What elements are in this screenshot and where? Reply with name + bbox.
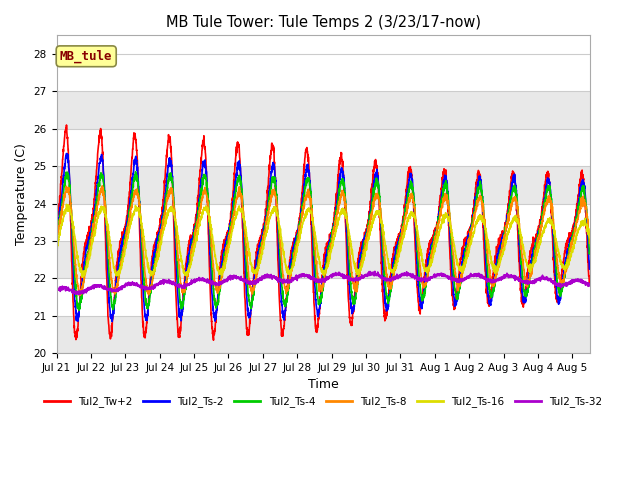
Tul2_Ts-2 [108, 319, 116, 324]
Tul2_Ts-2 [518, 287, 526, 292]
Tul2_Ts-16 [575, 226, 583, 232]
Tul2_Ts-32 [575, 277, 583, 283]
Line: Tul2_Ts-2: Tul2_Ts-2 [56, 154, 589, 322]
Tul2_Ts-16 [145, 270, 153, 276]
Tul2_Ts-2 [63, 151, 70, 156]
Tul2_Ts-2 [257, 238, 265, 244]
Tul2_Ts-2 [114, 266, 122, 272]
Tul2_Ts-4 [114, 280, 122, 286]
Tul2_Ts-2 [575, 191, 583, 196]
Tul2_Ts-8 [586, 240, 593, 246]
Tul2_Ts-16 [52, 244, 60, 250]
Tul2_Ts-16 [114, 270, 122, 276]
Tul2_Ts-8 [575, 210, 583, 216]
Tul2_Ts-16 [586, 235, 593, 240]
Tul2_Ts-16 [280, 256, 288, 262]
Tul2_Ts-4 [132, 169, 140, 175]
Tul2_Ts-32 [145, 285, 153, 290]
Tul2_Ts-16 [79, 274, 86, 280]
Y-axis label: Temperature (C): Temperature (C) [15, 143, 28, 245]
Bar [56, 91, 589, 129]
Tul2_Ts-4 [280, 301, 288, 307]
Legend: Tul2_Tw+2, Tul2_Ts-2, Tul2_Ts-4, Tul2_Ts-8, Tul2_Ts-16, Tul2_Ts-32: Tul2_Tw+2, Tul2_Ts-2, Tul2_Ts-4, Tul2_Ts… [40, 392, 607, 411]
Bar [56, 241, 589, 278]
Tul2_Ts-8 [257, 247, 265, 253]
Tul2_Ts-4 [575, 199, 583, 205]
Tul2_Ts-2 [52, 225, 60, 230]
Line: Tul2_Ts-8: Tul2_Ts-8 [56, 186, 589, 295]
Line: Tul2_Tw+2: Tul2_Tw+2 [56, 125, 589, 340]
Tul2_Tw+2 [145, 288, 153, 294]
Tul2_Ts-32 [52, 286, 60, 292]
Tul2_Ts-8 [99, 183, 106, 189]
Bar [56, 166, 589, 204]
Tul2_Ts-2 [145, 294, 153, 300]
Tul2_Tw+2 [280, 317, 288, 323]
Line: Tul2_Ts-16: Tul2_Ts-16 [56, 204, 589, 277]
Tul2_Ts-2 [280, 313, 288, 319]
Line: Tul2_Ts-4: Tul2_Ts-4 [56, 172, 589, 311]
Tul2_Tw+2 [575, 183, 583, 189]
Tul2_Ts-8 [76, 292, 83, 298]
Text: MB_tule: MB_tule [60, 49, 113, 63]
Tul2_Ts-4 [76, 308, 83, 313]
Tul2_Ts-4 [257, 240, 265, 246]
Tul2_Ts-2 [586, 266, 593, 272]
Tul2_Ts-32 [257, 275, 265, 280]
Line: Tul2_Ts-32: Tul2_Ts-32 [56, 271, 589, 295]
Tul2_Ts-8 [114, 283, 122, 289]
Tul2_Tw+2 [114, 256, 122, 262]
Tul2_Tw+2 [586, 281, 593, 287]
X-axis label: Time: Time [308, 378, 339, 391]
Tul2_Ts-16 [518, 240, 526, 246]
Tul2_Tw+2 [257, 235, 265, 240]
Title: MB Tule Tower: Tule Temps 2 (3/23/17-now): MB Tule Tower: Tule Temps 2 (3/23/17-now… [166, 15, 481, 30]
Tul2_Ts-8 [280, 282, 288, 288]
Tul2_Ts-32 [518, 280, 526, 286]
Tul2_Ts-32 [586, 282, 593, 288]
Tul2_Tw+2 [63, 122, 70, 128]
Tul2_Ts-8 [52, 240, 60, 245]
Tul2_Tw+2 [210, 337, 218, 343]
Tul2_Ts-32 [280, 279, 288, 285]
Tul2_Ts-4 [145, 299, 153, 304]
Tul2_Ts-32 [75, 292, 83, 298]
Tul2_Ts-32 [114, 286, 122, 292]
Tul2_Ts-16 [63, 202, 70, 207]
Tul2_Ts-4 [518, 268, 526, 274]
Tul2_Ts-32 [371, 268, 379, 274]
Tul2_Ts-8 [518, 254, 526, 260]
Tul2_Ts-4 [52, 233, 60, 239]
Tul2_Ts-16 [257, 255, 265, 261]
Tul2_Ts-4 [586, 249, 593, 255]
Tul2_Tw+2 [52, 218, 60, 224]
Tul2_Ts-8 [145, 290, 153, 296]
Tul2_Tw+2 [518, 296, 526, 302]
Bar [56, 316, 589, 353]
